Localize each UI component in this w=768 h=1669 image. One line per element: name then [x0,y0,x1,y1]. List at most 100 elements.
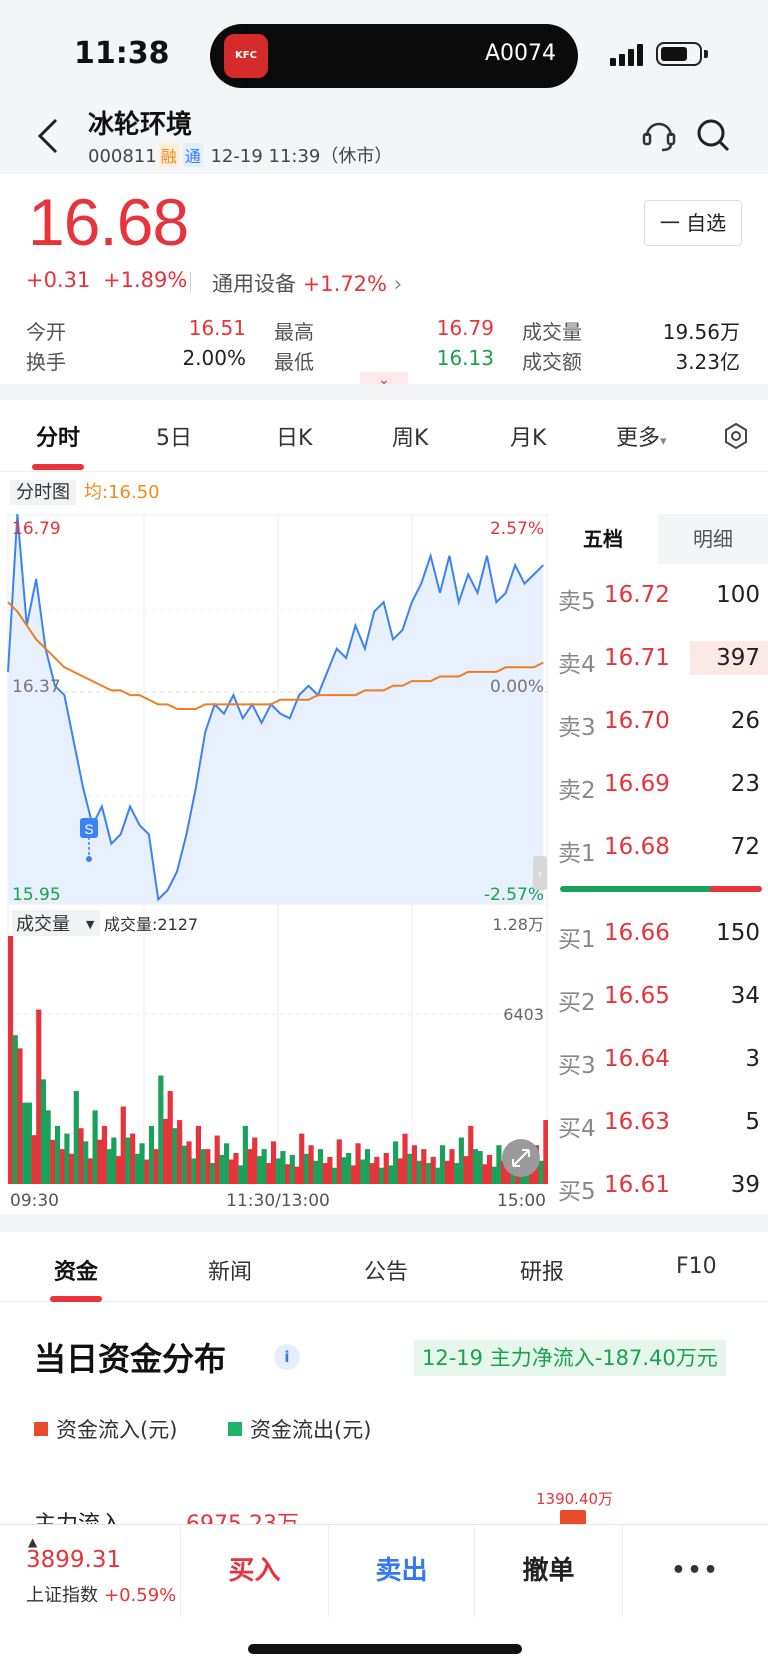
volume-bar [397,1158,403,1184]
y-axis-mid: 16.37 [12,677,61,697]
volume-bar [111,1137,117,1184]
chevron-right-icon: › [393,272,403,296]
sector-percent: +1.72% [302,272,387,296]
divider [190,272,191,292]
level-label: 卖3 [558,715,596,741]
legend-inflow: 资金流入(元) [34,1414,177,1444]
buy-button[interactable]: 买入 [180,1525,328,1617]
section-divider [0,384,768,400]
stat-value: 16.51 [188,316,246,340]
volume-bar [228,1159,234,1184]
bid-row[interactable]: 买2 16.65 34 [548,977,768,1017]
info-icon[interactable]: i [274,1344,300,1370]
tab-detail[interactable]: 明细 [658,514,768,564]
search-icon[interactable] [694,116,732,154]
tab-f10[interactable]: F10 [676,1254,717,1279]
volume-bar [130,1133,136,1184]
add-watchlist-button[interactable]: 一 自选 [644,200,742,246]
volume-bar [205,1149,211,1184]
volume-bar [92,1110,98,1184]
volume-bar [69,1153,75,1184]
volume-bar [350,1165,356,1184]
bid-row[interactable]: 买5 16.61 39 [548,1166,768,1206]
level-price: 16.65 [604,983,670,1009]
more-menu-button[interactable]: ••• [622,1525,768,1617]
back-chevron-icon[interactable] [36,118,60,163]
volume-bar [73,1091,79,1184]
volume-bar [294,1166,300,1184]
stat-label: 最低 [274,350,314,374]
home-indicator[interactable] [248,1644,522,1654]
volume-bar [303,1153,309,1184]
volume-bar [125,1137,131,1184]
fund-bar-label: 1390.40万 [536,1490,614,1508]
sell-signal-marker[interactable]: S [80,818,98,862]
volume-bar [224,1143,230,1184]
sector-link[interactable]: 通用设备 +1.72% › [212,268,402,298]
intraday-chart[interactable]: S 16.79 16.37 15.95 2.57% 0.00% -2.57% ›… [0,514,548,1214]
volume-bar [238,1165,244,1184]
tab-more[interactable]: 更多▾ [616,426,667,451]
tab-announcements[interactable]: 公告 [364,1260,409,1285]
pct-axis-bottom: -2.57% [484,885,544,905]
volume-bar [463,1156,469,1184]
volume-bar [139,1143,145,1184]
volume-selector[interactable] [12,910,100,936]
index-ticker[interactable]: ▲ 3899.31 上证指数 +0.59% [0,1525,180,1617]
stock-name: 冰轮环境 [88,110,193,140]
dynamic-island[interactable]: KFC A0074 [210,24,578,88]
ask-row[interactable]: 卖1 16.68 72 [548,828,768,868]
level-volume: 150 [716,920,760,946]
volume-bar [162,1118,169,1184]
volume-bar [78,1128,84,1184]
x-axis-start: 09:30 [10,1191,59,1211]
signal-letter: S [84,821,93,837]
customer-service-icon[interactable] [640,116,678,154]
volume-bar [435,1167,441,1184]
stat-label: 换手 [26,350,66,374]
tab-underline [32,464,84,470]
volume-bar [219,1154,225,1184]
volume-bar [181,1145,187,1184]
volume-bar [186,1141,192,1184]
tab-funds[interactable]: 资金 [54,1260,99,1285]
tab-five-levels[interactable]: 五档 [548,514,658,564]
volume-bar [116,1156,122,1184]
level-price: 16.69 [604,771,670,797]
volume-bar [270,1141,277,1184]
ask-row[interactable]: 卖3 16.70 26 [548,702,768,742]
level-price: 16.64 [604,1046,670,1072]
ask-row[interactable]: 卖5 16.72 100 [548,576,768,616]
level-volume: 72 [730,834,760,860]
tab-news[interactable]: 新闻 [208,1260,253,1285]
sell-button[interactable]: 卖出 [328,1525,474,1617]
tab-5day[interactable]: 5日 [156,426,192,451]
tab-weekly-k[interactable]: 周K [392,426,429,451]
bid-row[interactable]: 买1 16.66 150 [548,914,768,954]
volume-bar [341,1157,347,1184]
bid-row[interactable]: 买4 16.63 5 [548,1103,768,1143]
collapse-book-handle[interactable] [533,856,547,890]
fullscreen-button[interactable] [502,1139,540,1177]
tab-monthly-k[interactable]: 月K [510,426,547,451]
ask-row[interactable]: 卖4 16.71 397 [548,639,768,679]
bid-row[interactable]: 买3 16.64 3 [548,1040,768,1080]
tab-research[interactable]: 研报 [520,1260,565,1285]
chart-settings-icon[interactable] [722,422,750,450]
volume-bar [40,1079,47,1184]
section-divider [0,1214,768,1232]
price-line [7,514,545,902]
level-label: 卖2 [558,778,596,804]
stat-value: 2.00% [182,346,246,370]
status-time: 11:38 [74,36,170,71]
island-order-code: A0074 [484,41,556,66]
ask-row[interactable]: 卖2 16.69 23 [548,765,768,805]
volume-bar [383,1153,389,1184]
index-value: 3899.31 [26,1547,122,1573]
cancel-order-button[interactable]: 撤单 [474,1525,622,1617]
volume-bar [83,1141,89,1184]
tab-daily-k[interactable]: 日K [276,426,313,451]
tab-intraday[interactable]: 分时 [36,426,81,451]
volume-axis-mid: 6403 [503,1005,544,1024]
level-label: 卖5 [558,589,596,615]
